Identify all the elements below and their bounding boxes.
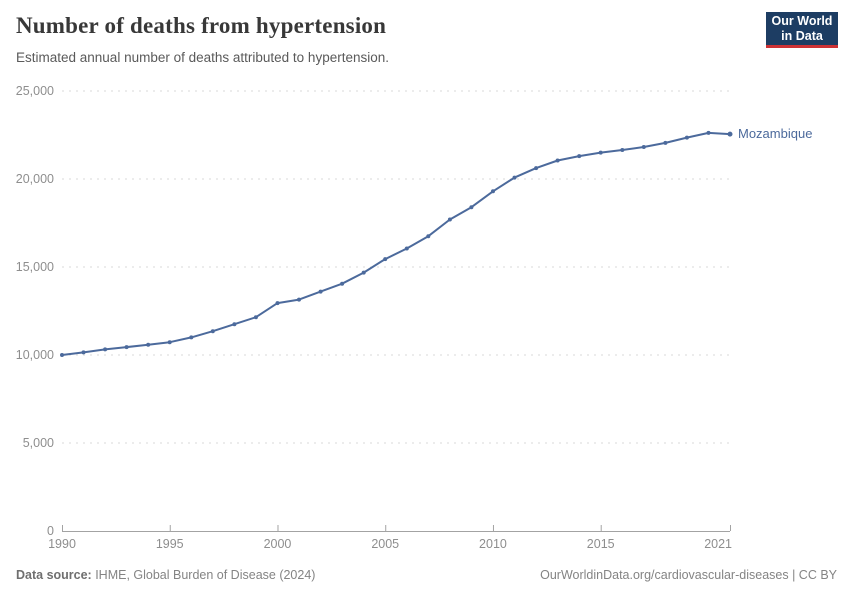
chart-title: Number of deaths from hypertension bbox=[16, 13, 387, 38]
x-tick-label: 1995 bbox=[155, 537, 184, 551]
data-source-label: Data source: bbox=[16, 568, 92, 582]
data-point[interactable] bbox=[232, 322, 237, 327]
series-line[interactable] bbox=[61, 131, 731, 356]
data-point[interactable] bbox=[684, 135, 689, 140]
data-point[interactable] bbox=[60, 353, 64, 357]
data-point[interactable] bbox=[361, 270, 366, 275]
data-point[interactable] bbox=[512, 175, 517, 180]
data-point[interactable] bbox=[167, 340, 172, 345]
y-tick-label: 15,000 bbox=[15, 260, 54, 274]
data-source-note: Data source: IHME, Global Burden of Dise… bbox=[16, 568, 315, 582]
data-point[interactable] bbox=[620, 148, 625, 152]
y-tick-label: 5,000 bbox=[22, 436, 54, 450]
chart-footer: Data source: IHME, Global Burden of Dise… bbox=[0, 568, 850, 588]
data-point[interactable] bbox=[447, 217, 452, 222]
x-tick-label: 2000 bbox=[263, 537, 292, 551]
y-tick-label: 25,000 bbox=[15, 84, 54, 98]
data-point[interactable] bbox=[103, 347, 108, 352]
data-point[interactable] bbox=[404, 246, 409, 251]
credit-link[interactable]: OurWorldinData.org/cardiovascular-diseas… bbox=[540, 568, 837, 582]
owid-logo[interactable]: Our World in Data bbox=[766, 12, 838, 48]
data-point[interactable] bbox=[491, 189, 495, 194]
data-point[interactable] bbox=[275, 301, 280, 306]
x-tick-label: 2010 bbox=[479, 537, 507, 551]
y-tick-label: 10,000 bbox=[15, 348, 54, 362]
owid-logo-line1: Our World bbox=[771, 13, 833, 28]
series-label-mozambique[interactable]: Mozambique bbox=[738, 126, 813, 142]
data-point[interactable] bbox=[189, 335, 194, 340]
data-point[interactable] bbox=[318, 289, 323, 294]
data-point[interactable] bbox=[124, 345, 129, 350]
x-tick-label: 2005 bbox=[371, 537, 400, 551]
y-tick-label: 20,000 bbox=[15, 172, 54, 186]
data-point[interactable] bbox=[426, 234, 431, 239]
data-point[interactable] bbox=[469, 205, 474, 210]
chart-subtitle: Estimated annual number of deaths attrib… bbox=[16, 50, 389, 65]
x-tick-label: 1990 bbox=[48, 537, 76, 551]
data-point[interactable] bbox=[383, 257, 388, 262]
data-point[interactable] bbox=[297, 297, 301, 302]
x-tick-label: 2015 bbox=[586, 537, 615, 551]
data-point[interactable] bbox=[534, 166, 539, 171]
x-tick-label: 2021 bbox=[704, 537, 732, 551]
owid-logo-line2: in Data bbox=[781, 28, 823, 43]
data-point[interactable] bbox=[706, 130, 711, 135]
data-point[interactable] bbox=[663, 140, 668, 145]
data-point[interactable] bbox=[146, 342, 151, 347]
data-point[interactable] bbox=[81, 350, 86, 355]
data-point[interactable] bbox=[598, 150, 603, 155]
y-tick-label: 0 bbox=[47, 524, 54, 538]
data-point[interactable] bbox=[340, 281, 345, 286]
data-point[interactable] bbox=[641, 145, 646, 149]
data-point[interactable] bbox=[253, 315, 258, 320]
data-point[interactable] bbox=[577, 154, 582, 159]
data-point[interactable] bbox=[210, 329, 215, 334]
data-source-value: IHME, Global Burden of Disease (2024) bbox=[91, 568, 316, 582]
data-point[interactable] bbox=[555, 158, 560, 163]
data-point[interactable] bbox=[727, 131, 733, 137]
